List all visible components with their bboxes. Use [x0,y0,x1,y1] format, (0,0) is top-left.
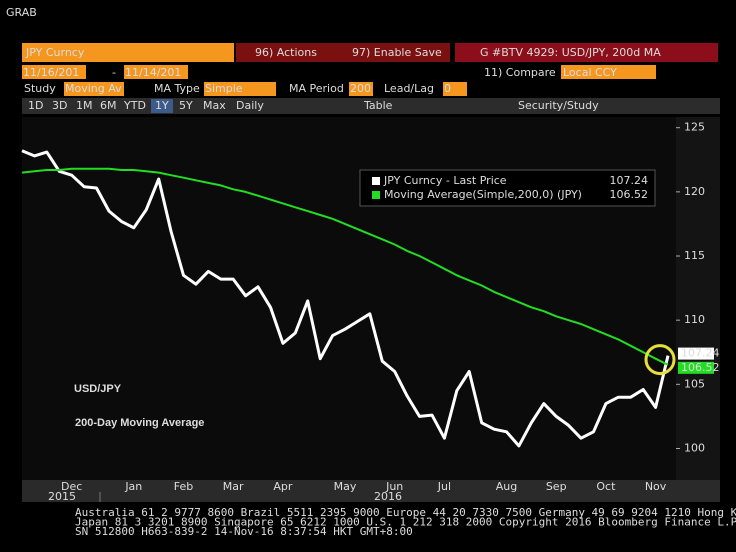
y-tick-label: 115 [684,249,705,262]
period-button[interactable]: Max [203,99,226,112]
security-box[interactable] [22,43,234,62]
lead-lag-label: Lead/Lag [384,82,434,95]
period-button[interactable]: YTD [123,99,146,112]
ma-period-value-box[interactable] [349,82,373,96]
footer-line: Australia 61 2 9777 8600 Brazil 5511 239… [75,506,736,519]
year-label: 2016 [374,490,402,503]
grab-label: GRAB [6,6,37,19]
x-tick-label: Nov [645,480,667,493]
last-value-tag [678,361,714,374]
start-date[interactable]: 11/16/201 [23,66,79,79]
study-value[interactable]: Moving Av [65,82,122,95]
legend-label: JPY Curncy - Last Price [383,174,507,187]
period-button[interactable]: 6M [100,99,117,112]
legend-swatch [372,191,380,199]
date-separator: - [112,66,116,79]
compare-box[interactable] [561,65,656,79]
compare-value[interactable]: Local CCY [563,66,617,79]
x-tick-label: Feb [174,480,193,493]
title-box [455,43,718,62]
toolbar [22,98,720,114]
y-tick-label: 120 [684,185,705,198]
end-date[interactable]: 11/14/201 [125,66,181,79]
x-tick-label: Dec [61,480,82,493]
annotation-title: USD/JPY [74,383,122,395]
x-tick-label: Sep [546,480,567,493]
chart-title[interactable]: G #BTV 4929: USD/JPY, 200d MA [480,46,661,59]
legend-value: 107.24 [610,174,649,187]
x-tick-label: Mar [223,480,244,493]
legend-value: 106.52 [610,188,649,201]
ma-type-value[interactable]: Simple [205,82,243,95]
series-line [21,167,669,366]
period-button[interactable]: 1D [28,99,43,112]
frequency-button[interactable]: Daily [236,99,264,112]
x-tick-label: Jan [124,480,142,493]
legend-label: Moving Average(Simple,200,0) (JPY) [384,188,582,201]
last-value-tag-label: 106.52 [681,361,720,374]
y-tick-label: 105 [684,377,705,390]
footer-line: SN 512800 H663-839-2 14-Nov-16 8:37:54 H… [75,525,413,538]
x-tick-label: Jun [385,480,403,493]
x-tick-label: Jul [437,480,451,493]
ma-type-label: MA Type [154,82,200,95]
period-selected[interactable] [151,99,173,113]
lead-lag-value-box[interactable] [443,82,467,96]
year-label: 2015 [48,490,76,503]
x-tick-label: Apr [273,480,293,493]
period-button[interactable]: 3D [52,99,67,112]
period-button[interactable]: 1Y [155,99,169,112]
actions-button[interactable]: 96) Actions [255,46,317,59]
enable-save-button[interactable]: 97) Enable Save [352,46,442,59]
ma-period-label: MA Period [289,82,344,95]
compare-label: 11) Compare [484,66,556,79]
y-tick-label: 100 [684,441,705,454]
lead-lag-value[interactable]: 0 [444,82,451,95]
y-tick-label: 125 [684,121,705,134]
study-value-box[interactable] [64,82,124,96]
period-button[interactable]: 1M [76,99,93,112]
footer-line: Japan 81 3 3201 8900 Singapore 65 6212 1… [75,516,736,529]
ma-type-value-box[interactable] [204,82,276,96]
security[interactable]: JPY Curncy [25,46,85,59]
study-label: Study [24,82,56,95]
period-button[interactable]: 5Y [179,99,193,112]
table-button[interactable]: Table [363,99,393,112]
y-tick-label: 110 [684,313,705,326]
legend [359,169,656,207]
last-value-tag [678,347,714,360]
series-line [21,149,670,448]
x-tick-label: May [334,480,357,493]
y-axis-area [676,117,720,480]
last-value-tag-label: 107.24 [681,347,720,360]
end-date-box[interactable] [124,65,188,79]
security-study-button[interactable]: Security/Study [518,99,599,112]
x-tick-label: Oct [596,480,616,493]
highlight-circle [644,344,676,376]
legend-swatch [372,177,380,185]
x-tick-label: Aug [496,480,517,493]
start-date-box[interactable] [22,65,86,79]
ma-period-value[interactable]: 200 [350,82,371,95]
x-axis-area [22,480,720,502]
actions-bar [236,43,450,62]
annotation-subtitle: 200-Day Moving Average [75,417,204,429]
